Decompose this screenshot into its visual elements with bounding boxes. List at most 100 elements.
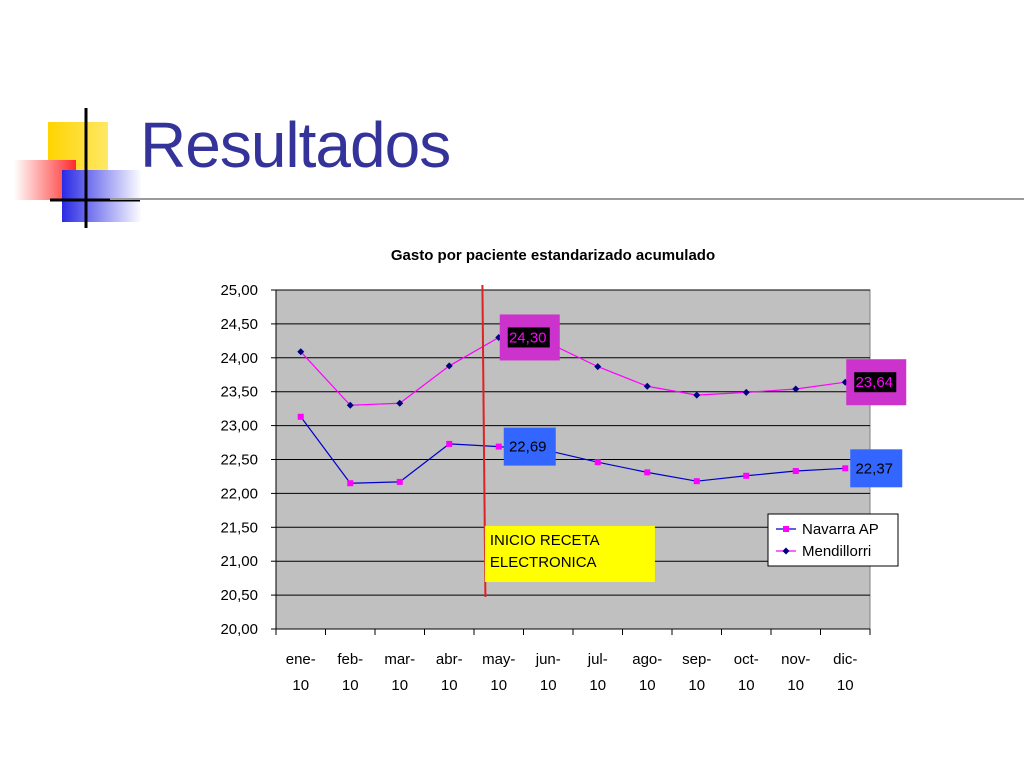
y-tick-label: 20,50	[220, 587, 258, 604]
data-label-fill	[850, 449, 903, 488]
y-tick-label: 23,00	[220, 418, 258, 435]
data-label: 22,37	[850, 449, 903, 488]
x-tick-label-line: may-	[482, 651, 515, 668]
x-tick-label: feb- 10	[337, 651, 363, 694]
legend-box	[767, 513, 899, 567]
x-tick-label-line: 10	[787, 677, 804, 694]
legend-item: Mendillorri	[776, 543, 871, 560]
data-point	[297, 348, 305, 356]
annotation-box	[484, 525, 655, 582]
data-point	[792, 385, 800, 393]
y-tick-label: 22,50	[220, 452, 258, 469]
data-point	[742, 388, 750, 396]
x-tick-label-line: 10	[391, 677, 408, 694]
series-line	[300, 336, 846, 406]
x-tick-label: jul- 10	[587, 651, 608, 694]
y-axis: 20,00 20,50 21,00 21,50 22,00 22,50 23,00 23,50…	[220, 282, 277, 638]
x-tick-label: nov- 10	[781, 651, 810, 694]
x-tick-label-line: ene-	[286, 651, 316, 668]
x-tick-label-line: 10	[540, 677, 557, 694]
x-tick-label: may- 10	[482, 651, 515, 694]
data-point	[297, 413, 304, 420]
series-navarra-ap	[297, 413, 849, 487]
data-label-text: 22,69	[509, 439, 547, 456]
x-tick-label-line: 10	[490, 677, 507, 694]
legend-item: Navarra AP	[776, 521, 879, 538]
data-label-fill	[503, 427, 556, 466]
legend-label: Mendillorri	[802, 543, 871, 560]
x-tick-label-line: 10	[342, 677, 359, 694]
x-tick-label-line: jul-	[587, 651, 608, 668]
x-tick-label-line: 10	[441, 677, 458, 694]
data-point	[783, 526, 789, 532]
y-tick-label: 24,50	[220, 316, 258, 333]
data-point	[347, 480, 354, 487]
x-tick-label: ago- 10	[632, 651, 662, 694]
data-label-fill	[507, 327, 550, 348]
x-tick-label-line: sep-	[682, 651, 711, 668]
data-point	[782, 547, 790, 555]
data-point	[594, 363, 602, 371]
chart-title: Gasto por paciente estandarizado acumula…	[391, 247, 715, 264]
slide-title: Resultados	[140, 109, 451, 181]
x-tick-label: mar- 10	[384, 651, 415, 694]
data-point	[644, 469, 651, 476]
x-tick-label: oct- 10	[734, 651, 759, 694]
x-tick-label-line: jun-	[535, 651, 561, 668]
data-point	[446, 440, 453, 447]
x-tick-label-line: ago-	[632, 651, 662, 668]
x-tick-label-line: oct-	[734, 651, 759, 668]
x-tick-label: abr- 10	[436, 651, 463, 694]
x-tick-label-line: nov-	[781, 651, 810, 668]
annotation: INICIO RECETA ELECTRONICA	[481, 284, 655, 598]
data-point	[743, 472, 750, 479]
data-label-text: 23,64	[855, 374, 893, 391]
title-rule	[110, 198, 1024, 200]
data-point	[792, 468, 799, 475]
x-tick-label-line: 10	[639, 677, 656, 694]
series-line	[300, 416, 846, 484]
x-tick-label: ene- 10	[286, 651, 316, 694]
y-tick-label: 21,50	[220, 519, 258, 536]
x-tick-label: dic- 10	[833, 651, 857, 694]
data-label-text: 22,37	[855, 460, 893, 477]
x-tick-label: jun- 10	[535, 651, 561, 694]
data-point	[693, 391, 701, 399]
x-tick-label-line: 10	[738, 677, 755, 694]
legend-label: Navarra AP	[802, 521, 879, 538]
x-axis: ene-10feb-10mar-10abr-10may-10jun-10jul-…	[275, 628, 871, 694]
data-point	[346, 401, 354, 409]
y-tick-label: 20,00	[220, 621, 258, 638]
data-label: 22,69	[503, 427, 556, 466]
y-tick-label: 23,50	[220, 384, 258, 401]
data-label: 23,64	[846, 359, 907, 406]
data-point	[842, 465, 849, 472]
legend: Navarra AP Mendillorri	[767, 513, 899, 567]
x-tick-label-line: feb-	[337, 651, 363, 668]
blue-square	[62, 170, 142, 222]
x-tick-label-line: abr-	[436, 651, 463, 668]
y-tick-label: 22,00	[220, 485, 258, 502]
data-label: 24,30	[499, 314, 560, 361]
data-point	[643, 382, 651, 390]
x-tick-label-line: 10	[292, 677, 309, 694]
data-label-fill	[854, 372, 897, 393]
y-tick-label: 21,00	[220, 553, 258, 570]
y-tick-label: 25,00	[220, 282, 258, 299]
data-labels: 24,30 23,64 22,69 22,37	[499, 314, 907, 488]
annotation-text: INICIO RECETA ELECTRONICA	[490, 532, 600, 571]
title-decoration	[14, 108, 142, 228]
annotation-text-line: INICIO RECETA	[490, 532, 600, 549]
data-point	[445, 362, 453, 370]
y-tick-label: 24,00	[220, 350, 258, 367]
data-point	[693, 478, 700, 485]
annotation-text-line: ELECTRONICA	[490, 554, 597, 571]
data-point	[396, 399, 404, 407]
x-tick-label-line: 10	[589, 677, 606, 694]
data-point	[594, 459, 601, 466]
data-point	[495, 443, 502, 450]
data-point	[396, 478, 403, 485]
x-tick-label-line: 10	[837, 677, 854, 694]
x-tick-label: sep- 10	[682, 651, 711, 694]
